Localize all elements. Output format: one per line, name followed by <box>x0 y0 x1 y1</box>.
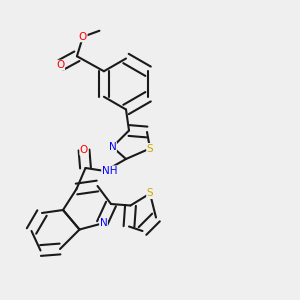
Text: NH: NH <box>102 166 117 176</box>
Text: S: S <box>147 143 153 154</box>
Text: N: N <box>100 218 107 229</box>
Text: N: N <box>109 142 116 152</box>
Text: S: S <box>147 188 153 199</box>
Text: O: O <box>56 60 64 70</box>
Text: O: O <box>79 32 87 42</box>
Text: O: O <box>80 145 88 155</box>
